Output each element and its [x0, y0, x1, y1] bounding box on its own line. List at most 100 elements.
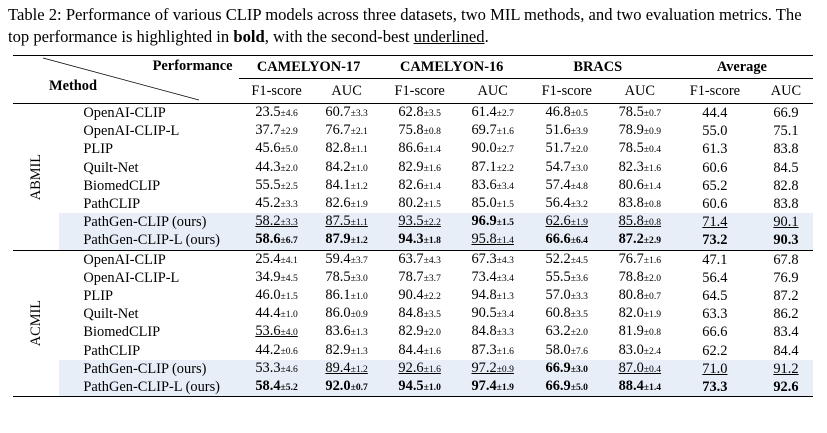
cell-value: 81.9±0.8 — [619, 323, 661, 339]
cell-value: 92.6 — [773, 379, 798, 395]
value-cell: 47.1 — [671, 250, 759, 269]
caption-middle: , with the second-best — [264, 27, 414, 46]
value-cell: 87.5±1.1 — [314, 213, 379, 232]
mean-value: 90.4 — [398, 287, 424, 304]
mean-value: 78.9 — [618, 122, 644, 139]
cell-value: 90.1 — [773, 214, 798, 230]
mean-value: 54.7 — [545, 158, 571, 175]
value-cell: 57.4±4.8 — [525, 177, 609, 195]
cell-value: 45.2±3.3 — [255, 195, 297, 211]
value-cell: 66.6±6.4 — [524, 231, 609, 251]
value-cell: 90.0±2.7 — [461, 140, 525, 158]
mean-value: 81.9 — [618, 323, 644, 340]
mean-value: 61.4 — [471, 104, 497, 120]
mean-value: 57.4 — [545, 176, 571, 193]
mean-value: 78.7 — [398, 268, 424, 285]
table-row: PathCLIP 44.2±0.6 82.9±1.3 84.4±1.6 87.3±1.6… — [13, 342, 813, 360]
mean-value: 80.6 — [618, 176, 644, 193]
mean-value: 93.5 — [398, 213, 424, 230]
std-value: ±3.3 — [280, 199, 298, 211]
cell-value: 67.8 — [773, 252, 798, 268]
mean-value: 94.5 — [398, 378, 424, 395]
cell-value: 87.9±1.2 — [325, 231, 367, 247]
std-value: ±3.0 — [350, 272, 368, 284]
std-value: ±3.7 — [350, 254, 368, 266]
std-value: ±1.1 — [350, 144, 368, 156]
value-cell: 92.6 — [758, 378, 813, 397]
std-value: ±1.9 — [496, 382, 514, 394]
value-cell: 78.9±0.9 — [609, 122, 671, 140]
std-value: ±1.5 — [496, 217, 514, 229]
mean-value: 90.5 — [471, 305, 497, 322]
std-value: ±4.0 — [280, 327, 298, 339]
std-value: ±2.7 — [496, 108, 514, 119]
value-cell: 78.5±3.0 — [315, 269, 379, 287]
cell-value: 78.9±0.9 — [619, 122, 661, 138]
value-cell: 63.7±4.3 — [379, 250, 461, 269]
cell-value: 93.5±2.2 — [398, 213, 440, 229]
std-value: ±2.0 — [280, 162, 298, 174]
cell-value: 60.6 — [702, 196, 727, 212]
mean-value: 65.2 — [702, 177, 728, 194]
mean-value: 78.5 — [325, 268, 351, 285]
std-value: ±1.6 — [423, 363, 441, 375]
cell-value: 86.1±1.0 — [325, 287, 367, 303]
std-value: ±1.2 — [350, 180, 368, 192]
std-value: ±1.4 — [496, 235, 514, 247]
method-name: BiomedCLIP — [83, 177, 161, 194]
mean-value: 76.9 — [773, 269, 799, 286]
value-cell: 86.0±0.9 — [315, 305, 379, 323]
mean-value: 60.7 — [325, 104, 351, 120]
mean-value: 82.9 — [398, 323, 424, 340]
value-cell: 73.4±3.4 — [461, 269, 525, 287]
std-value: ±3.3 — [280, 217, 298, 229]
cell-value: 83.8 — [773, 141, 798, 157]
cell-value: 61.4±2.7 — [471, 104, 513, 120]
std-value: ±0.8 — [643, 217, 662, 229]
table-row: Quilt-Net 44.3±2.0 84.2±1.0 82.9±1.6 87.1±2.… — [13, 159, 813, 177]
mean-value: 63.3 — [702, 306, 728, 323]
cell-value: 78.5±3.0 — [325, 269, 367, 285]
value-cell: 55.0 — [671, 122, 759, 140]
mean-value: 66.6 — [545, 231, 571, 248]
mean-value: 45.6 — [255, 140, 281, 157]
value-cell: 46.0±1.5 — [239, 287, 315, 305]
table-row: ABMIL OpenAI-CLIP 23.5±4.6 60.7±3.3 62.8±3.5… — [13, 103, 813, 200]
cell-value: 34.9±4.5 — [255, 269, 297, 285]
value-cell: 44.4±1.0 — [239, 305, 315, 323]
mean-value: 73.3 — [702, 379, 728, 396]
value-cell: 83.4 — [759, 323, 813, 341]
value-cell: 57.0±3.3 — [525, 287, 609, 305]
value-cell: 67.8 — [759, 250, 813, 269]
value-cell: 62.6±1.9 — [524, 213, 609, 232]
cell-value: 83.0±2.4 — [619, 342, 661, 358]
value-cell: 76.7±1.6 — [609, 250, 671, 269]
value-cell: 37.7±2.9 — [239, 122, 315, 140]
cell-value: 83.6±1.3 — [325, 323, 367, 339]
mean-value: 86.2 — [773, 306, 799, 323]
mean-value: 82.6 — [398, 176, 424, 193]
mean-value: 87.2 — [618, 231, 644, 248]
table-row: PathGen-CLIP-L (ours) 58.4±5.2 92.0±0.7 94.… — [13, 378, 813, 397]
value-cell: 87.3±1.6 — [461, 342, 525, 360]
cell-value: 80.2±1.5 — [398, 195, 440, 211]
mean-value: 97.4 — [471, 378, 497, 395]
cell-value: 82.6±1.4 — [398, 177, 440, 193]
mean-value: 90.1 — [773, 214, 799, 231]
std-value: ±1.6 — [496, 126, 514, 138]
cell-value: 62.2 — [702, 343, 727, 359]
mean-value: 78.5 — [618, 104, 644, 120]
cell-value: 37.7±2.9 — [255, 122, 297, 138]
cell-value: 66.9±3.0 — [546, 360, 588, 376]
mean-value: 73.2 — [702, 232, 728, 249]
value-cell: 56.4±3.2 — [525, 195, 609, 213]
mean-value: 95.8 — [471, 231, 497, 248]
std-value: ±1.2 — [350, 235, 368, 247]
cell-value: 82.9±2.0 — [398, 323, 440, 339]
metric-header: F1-score — [541, 82, 592, 99]
value-cell: 58.0±7.6 — [525, 342, 609, 360]
std-value: ±3.4 — [496, 309, 514, 321]
std-value: ±3.5 — [570, 309, 588, 321]
std-value: ±4.6 — [280, 363, 298, 375]
mean-value: 47.1 — [702, 251, 728, 268]
